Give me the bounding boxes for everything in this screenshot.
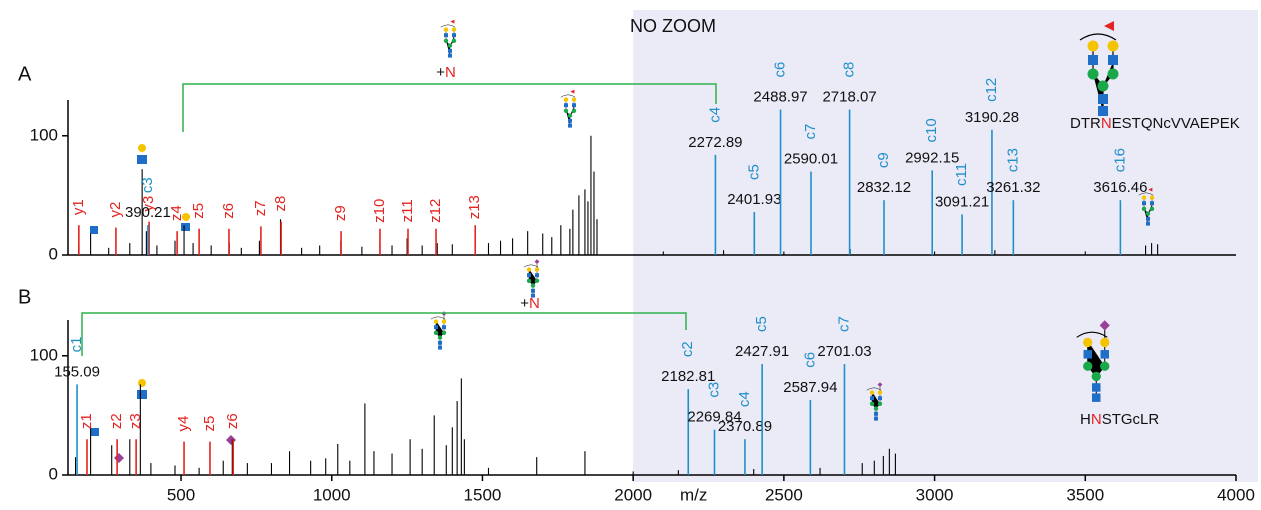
ion-label: z2	[108, 413, 125, 429]
y-tick-label: 100	[30, 125, 58, 144]
ion-label: z9	[332, 205, 349, 221]
ion-label: c4	[706, 107, 723, 123]
ion-label: z5	[190, 203, 207, 219]
ion-label: c8	[841, 62, 858, 78]
y-tick-label: 100	[30, 345, 58, 364]
annotation: NO ZOOM	[630, 16, 716, 36]
ion-label: c5	[753, 316, 770, 332]
mass-label: 390.21	[125, 204, 171, 221]
ion-label: c1	[68, 336, 85, 352]
y-tick-label: 0	[49, 244, 58, 263]
mass-label: 2269.84	[687, 409, 741, 426]
ion-label: z3	[127, 413, 144, 429]
mass-label: 2427.91	[735, 343, 789, 360]
panel-label: B	[18, 286, 31, 308]
ion-label: c10	[923, 118, 940, 142]
unzoomed-region	[633, 10, 1258, 482]
mass-label: 2488.97	[753, 89, 807, 106]
mass-label: 2590.01	[784, 151, 838, 168]
ion-label: y1	[70, 199, 87, 215]
x-tick-label: 500	[167, 485, 195, 504]
ion-label: z8	[272, 196, 289, 212]
ion-label: z10	[371, 199, 388, 223]
ion-label: c3	[139, 177, 156, 193]
peptide-sequence: DTRNESTQNcVVAEPEK	[1070, 115, 1240, 132]
mass-label: 3616.46	[1093, 179, 1147, 196]
ion-label: c9	[875, 152, 892, 168]
ion-label: c12	[983, 78, 1000, 102]
mass-label: 2370.89	[718, 418, 772, 435]
x-axis-label: m/z	[680, 485, 707, 504]
x-tick-label: 1500	[464, 485, 502, 504]
ion-label: c2	[679, 341, 696, 357]
brackets	[81, 83, 717, 356]
ion-label: z11	[399, 199, 416, 222]
x-tick-label: 3000	[916, 485, 954, 504]
ion-label: z6	[220, 203, 237, 219]
ion-label: y3	[140, 196, 157, 212]
panel-label: A	[18, 63, 32, 85]
ion-label: c11	[953, 163, 970, 186]
peptide-sequence: HNSTGcLR	[1080, 411, 1159, 428]
mass-label: 2701.03	[817, 343, 871, 360]
ion-label: z12	[427, 199, 444, 223]
ion-label: z5	[201, 416, 218, 432]
mass-label: 3261.32	[986, 179, 1040, 196]
ion-label: z13	[466, 195, 483, 219]
ion-label: z1	[78, 413, 95, 429]
ion-label: c7	[835, 316, 852, 332]
ion-label: y4	[175, 416, 192, 432]
mass-label: 155.09	[54, 363, 100, 380]
x-tick-label: 1000	[313, 485, 351, 504]
ion-label: c7	[802, 124, 819, 140]
ion-label: z7	[252, 200, 269, 216]
glycosite-label: +N	[436, 64, 456, 81]
mass-label: 3190.28	[965, 109, 1019, 126]
x-tick-label: 3500	[1066, 485, 1104, 504]
mass-label: 2992.15	[905, 149, 959, 166]
ion-label: c6	[801, 352, 818, 368]
ion-label: c3	[705, 382, 722, 398]
ion-label: c6	[772, 62, 789, 78]
ion-label: c16	[1111, 148, 1128, 172]
mass-label: 2182.81	[661, 368, 715, 385]
mass-label: 3091.21	[935, 193, 989, 210]
ion-label: c13	[1004, 148, 1021, 172]
mass-label: 2272.89	[688, 134, 742, 151]
x-tick-label: 2500	[765, 485, 803, 504]
mass-label: 2718.07	[822, 89, 876, 106]
x-tick-label: 2000	[614, 485, 652, 504]
x-tick-label: 4000	[1217, 485, 1255, 504]
y-tick-label: 0	[49, 464, 58, 483]
ion-label: y2	[107, 202, 124, 218]
mass-label: 2832.12	[857, 179, 911, 196]
ion-label: c4	[736, 391, 753, 407]
ion-label: c5	[745, 164, 762, 180]
ion-label: z6	[224, 413, 241, 429]
mass-label: 2401.93	[727, 191, 781, 208]
mass-label: 2587.94	[783, 379, 837, 396]
ion-label: z4	[168, 205, 185, 221]
glycosite-label: +N	[520, 295, 540, 312]
